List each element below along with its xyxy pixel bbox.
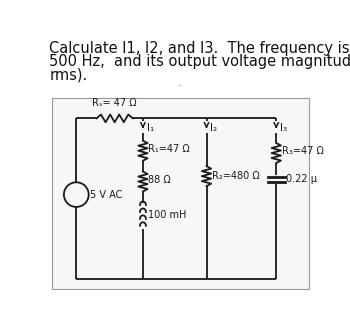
Bar [51, 98, 309, 289]
Text: rms).: rms). [49, 67, 88, 83]
Text: R₂=480 Ω: R₂=480 Ω [212, 171, 260, 181]
Text: R₃=47 Ω: R₃=47 Ω [282, 146, 323, 156]
Text: 88 Ω: 88 Ω [148, 175, 171, 185]
Text: Calculate I1, I2, and I3.  The frequency is fixed at: Calculate I1, I2, and I3. The frequency … [49, 42, 350, 56]
Text: 500 Hz,  and its output voltage magnitude to 5 V (: 500 Hz, and its output voltage magnitude… [49, 54, 350, 69]
Text: 5 V AC: 5 V AC [90, 190, 122, 200]
Text: I₃: I₃ [280, 124, 287, 133]
Text: ·: · [177, 81, 181, 91]
Text: 100 mH: 100 mH [148, 210, 187, 220]
Text: I₂: I₂ [210, 124, 217, 133]
Text: I₁: I₁ [147, 124, 154, 133]
Text: Rₛ= 47 Ω: Rₛ= 47 Ω [92, 98, 137, 108]
Text: 0.22 μ: 0.22 μ [286, 174, 317, 184]
Text: R₁=47 Ω: R₁=47 Ω [148, 144, 190, 154]
